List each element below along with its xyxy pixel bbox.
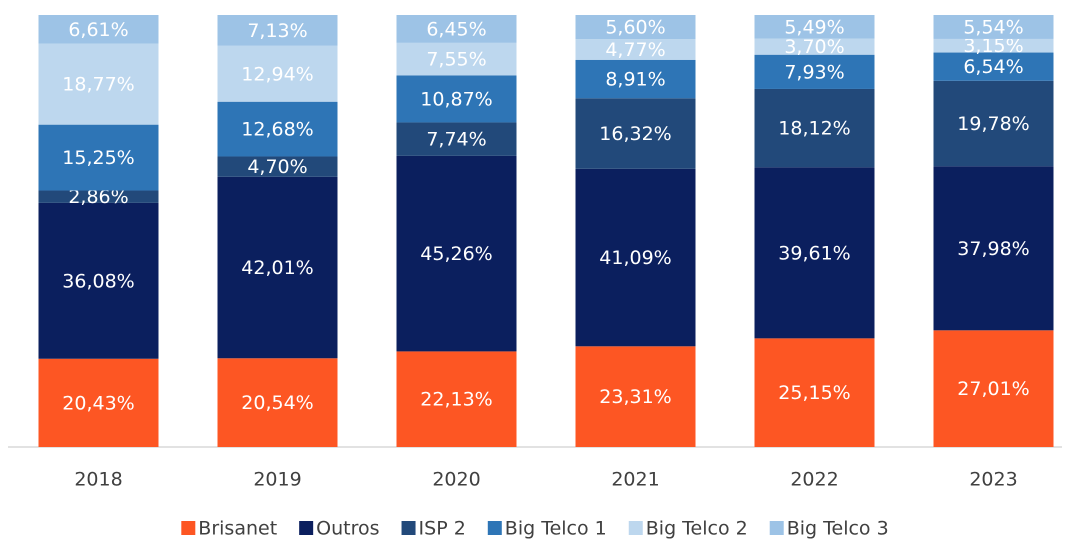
x-tick-label: 2022 [790, 469, 838, 491]
data-label: 42,01% [241, 257, 313, 279]
data-label: 5,49% [784, 16, 844, 38]
bar-segment [396, 155, 517, 352]
data-label: 27,01% [957, 378, 1029, 400]
data-label: 36,08% [62, 270, 134, 292]
bar-segment [575, 168, 696, 347]
data-label: 7,74% [426, 129, 486, 151]
data-label: 5,54% [963, 16, 1023, 38]
data-label: 3,15% [963, 35, 1023, 57]
bar-segment [396, 15, 517, 43]
data-label: 18,77% [62, 74, 134, 96]
legend-label: ISP 2 [419, 518, 466, 540]
legend-label: Big Telco 2 [646, 518, 748, 540]
data-label: 6,45% [426, 18, 486, 40]
legend-swatch [401, 521, 416, 535]
bar-segment [575, 39, 696, 60]
bar-segment [396, 75, 517, 123]
legend-label: Big Telco 3 [787, 518, 889, 540]
data-label: 41,09% [599, 247, 671, 269]
data-label: 20,43% [62, 392, 134, 414]
bar-segment [575, 15, 696, 40]
x-tick-label: 2019 [253, 469, 301, 491]
bar-segment [396, 351, 517, 447]
data-label: 4,77% [605, 39, 665, 61]
bar-segment [933, 52, 1054, 81]
data-label: 18,12% [778, 118, 850, 140]
bar-segment [396, 42, 517, 76]
bar-segment [933, 15, 1054, 39]
legend-label: Brisanet [198, 518, 277, 540]
bar-segment [38, 190, 159, 203]
x-tick-label: 2018 [74, 469, 122, 491]
bar-segment [933, 80, 1054, 167]
bar-segment [217, 358, 338, 447]
bar-segment [217, 176, 338, 359]
bar-segment [754, 338, 875, 447]
bar-segment [754, 167, 875, 339]
data-label: 4,70% [247, 156, 307, 178]
x-tick-label: 2020 [432, 469, 480, 491]
data-label: 3,70% [784, 36, 844, 58]
data-label: 2,86% [68, 186, 128, 208]
data-label: 37,98% [957, 238, 1029, 260]
bar-segment [38, 202, 159, 359]
bar-segment [754, 38, 875, 55]
data-label: 39,61% [778, 242, 850, 264]
data-label: 20,54% [241, 392, 313, 414]
data-label: 45,26% [420, 243, 492, 265]
legend-label: Outros [316, 518, 379, 540]
bar-segment [575, 346, 696, 447]
bar-segment [933, 38, 1054, 53]
data-label: 15,25% [62, 147, 134, 169]
bar-segment [38, 15, 159, 44]
bar-segment [217, 156, 338, 177]
bar-segment [217, 15, 338, 46]
data-label: 12,94% [241, 63, 313, 85]
bar-segment [575, 98, 696, 169]
data-label: 10,87% [420, 88, 492, 110]
bar-segment [217, 45, 338, 102]
bar-segment [575, 59, 696, 99]
legend-swatch [181, 521, 196, 535]
bar-segment [217, 101, 338, 157]
legend-swatch [299, 521, 314, 535]
x-tick-label: 2023 [969, 469, 1017, 491]
bar-segment [38, 358, 159, 447]
data-label: 6,54% [963, 56, 1023, 78]
bar-segment [38, 43, 159, 125]
legend-swatch [487, 521, 502, 535]
bar-segment [754, 15, 875, 39]
legend-swatch [769, 521, 784, 535]
data-label: 19,78% [957, 113, 1029, 135]
legend-label: Big Telco 1 [505, 518, 607, 540]
legend-swatch [628, 521, 643, 535]
bar-segment [933, 166, 1054, 331]
data-label: 7,93% [784, 61, 844, 83]
bar-segment [754, 88, 875, 168]
bar-segment [754, 54, 875, 89]
data-label: 5,60% [605, 17, 665, 39]
data-label: 8,91% [605, 69, 665, 91]
bar-segment [38, 124, 159, 191]
data-label: 23,31% [599, 386, 671, 408]
data-label: 7,55% [426, 49, 486, 71]
bar-segment [396, 122, 517, 156]
data-label: 6,61% [68, 19, 128, 41]
data-label: 7,13% [247, 20, 307, 42]
data-label: 22,13% [420, 389, 492, 411]
x-tick-label: 2021 [611, 469, 659, 491]
bar-segment [933, 330, 1054, 447]
data-label: 25,15% [778, 382, 850, 404]
data-label: 16,32% [599, 123, 671, 145]
data-label: 12,68% [241, 119, 313, 141]
